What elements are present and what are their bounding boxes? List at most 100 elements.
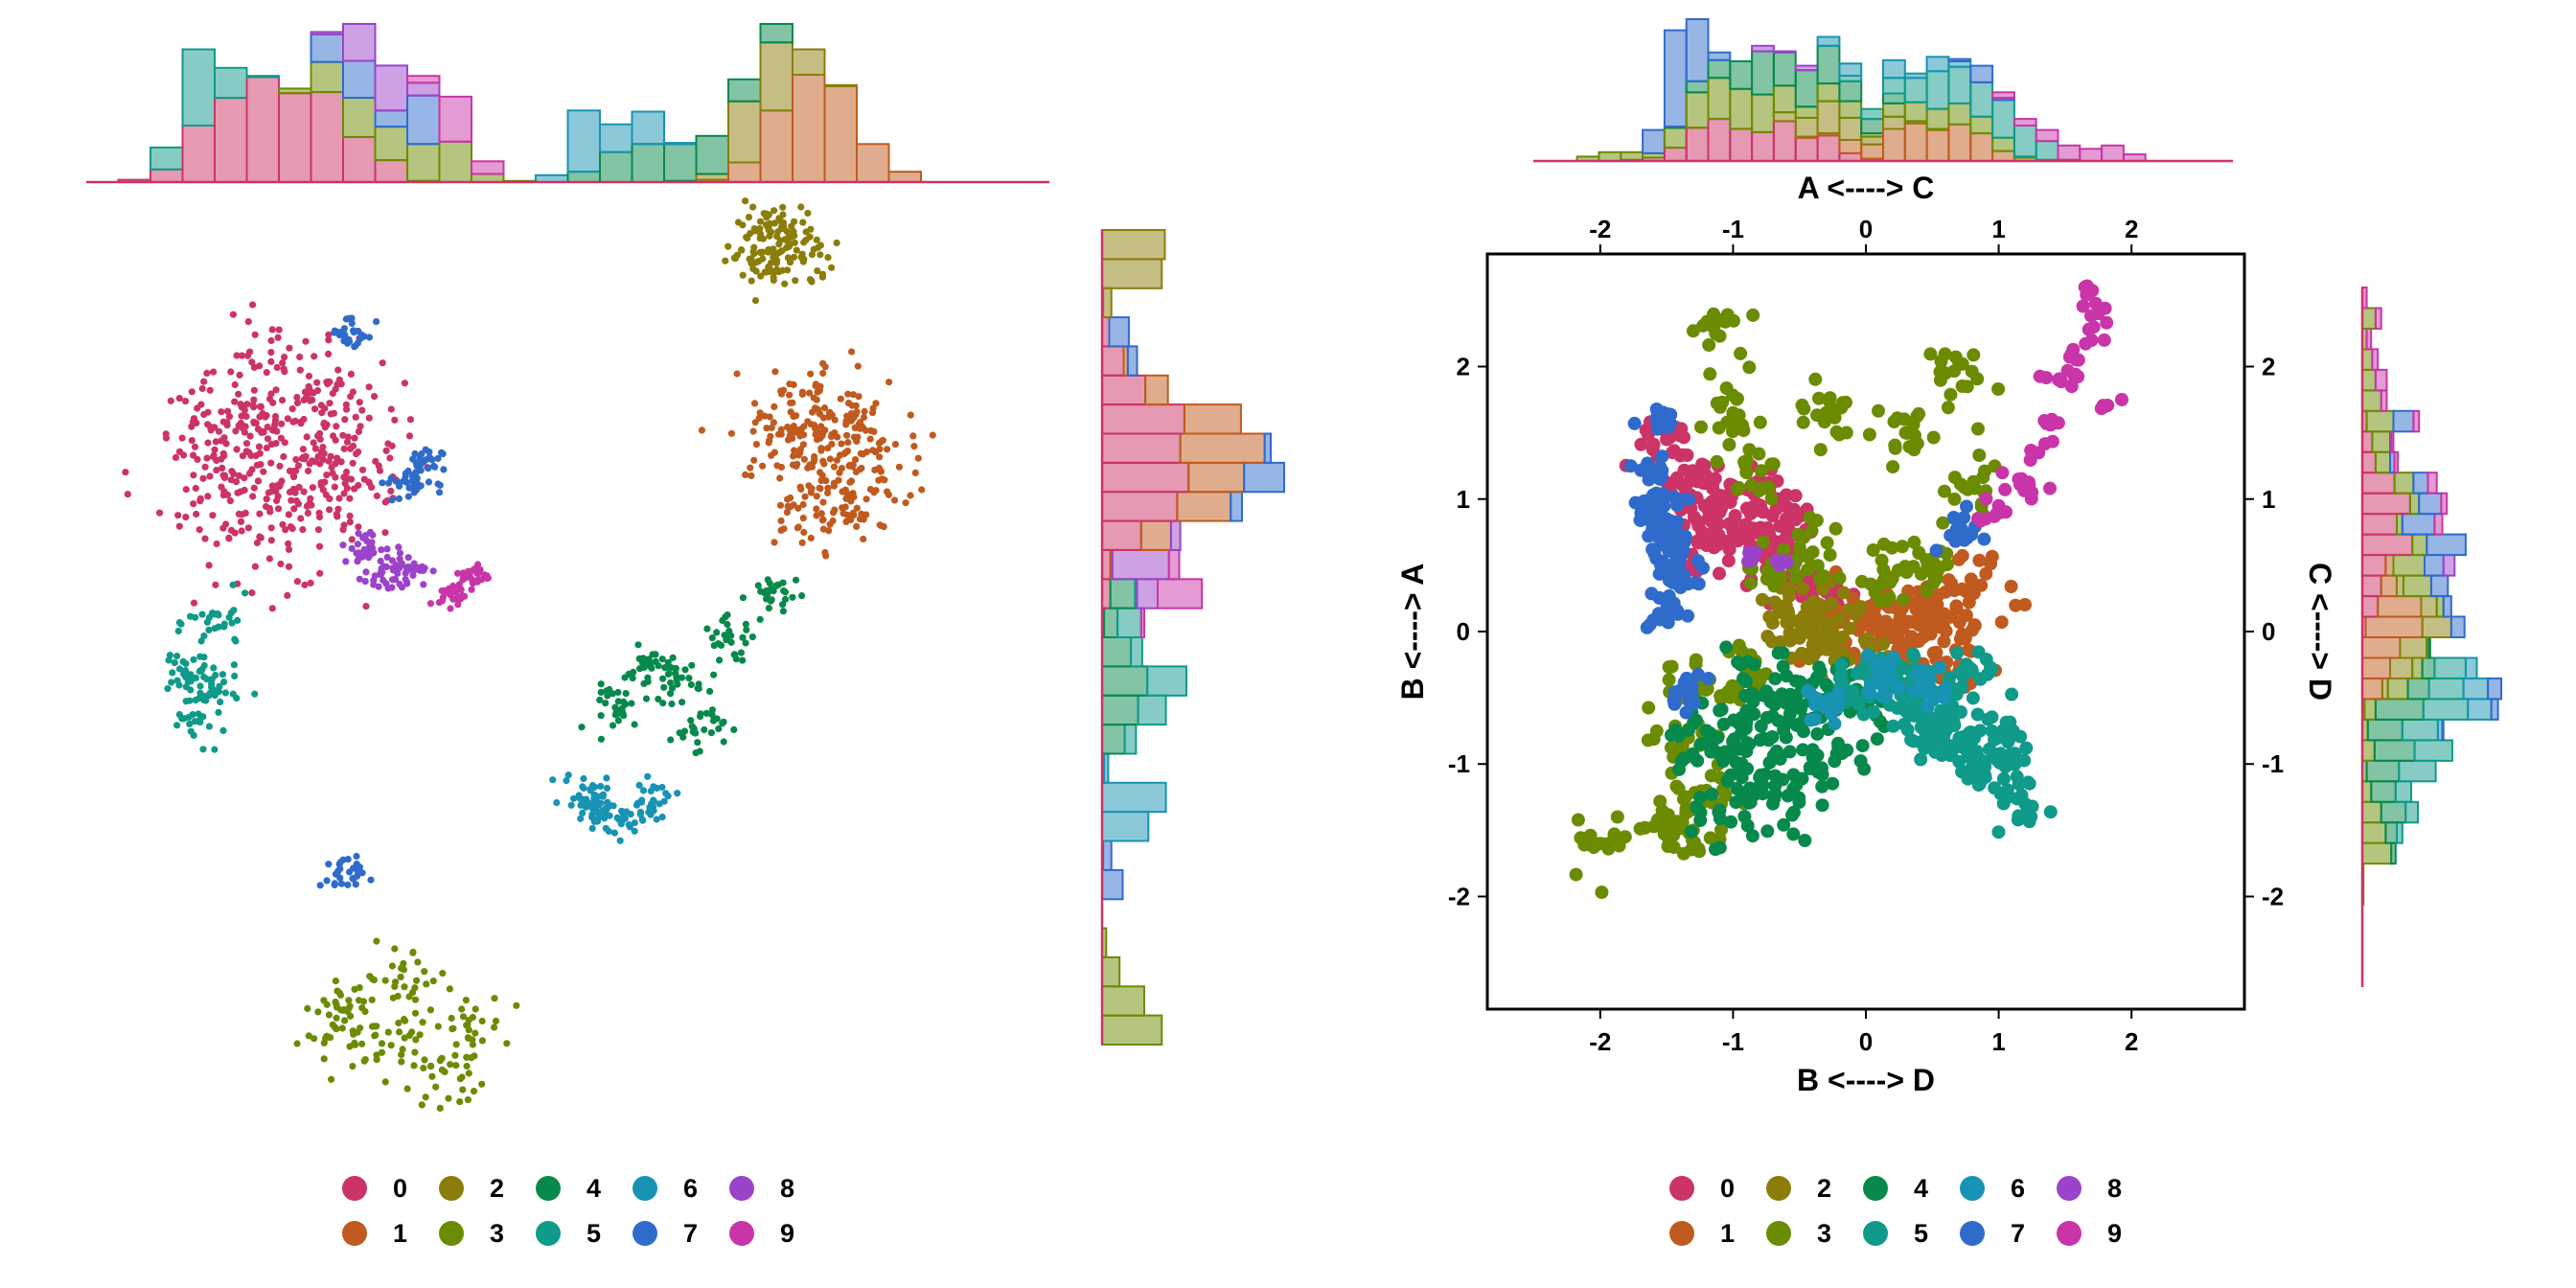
left-point-3 — [448, 1014, 455, 1023]
left-point-4 — [742, 639, 749, 647]
right-right-hist-bar-3 — [2402, 574, 2432, 598]
left-point-4 — [673, 673, 680, 680]
left-point-5 — [217, 698, 224, 706]
right-point-3 — [1699, 682, 1714, 697]
right-top-hist-bar-4 — [1816, 44, 1841, 85]
left-point-7 — [395, 494, 403, 503]
right-point-4 — [1739, 675, 1753, 688]
left-point-3 — [428, 1072, 436, 1080]
right-point-5 — [1900, 723, 1915, 737]
left-point-0 — [172, 453, 180, 461]
right-point-3 — [1886, 460, 1900, 474]
left-point-0 — [286, 467, 294, 474]
left-point-2 — [808, 251, 816, 259]
left-point-0 — [281, 354, 288, 361]
left-point-7 — [388, 496, 396, 504]
left-point-1 — [779, 386, 788, 394]
left-point-1 — [822, 552, 830, 560]
left-right-hist-bar-5 — [1146, 665, 1187, 697]
right-point-3 — [1876, 563, 1891, 577]
left-point-1 — [867, 426, 875, 434]
left-top-hist-bar-6 — [566, 109, 601, 173]
right-point-2 — [1831, 612, 1846, 627]
left-point-0 — [273, 496, 281, 505]
left-point-4 — [695, 680, 702, 688]
left-point-0 — [267, 459, 275, 467]
left-point-0 — [297, 418, 305, 426]
left-right-hist-bar-1 — [1144, 374, 1169, 406]
left-point-2 — [804, 209, 812, 218]
right-right-hist-bar-9 — [2390, 430, 2395, 453]
left-point-7 — [440, 466, 448, 473]
right-point-3 — [1955, 380, 1969, 393]
left-point-1 — [877, 521, 885, 529]
right-point-1 — [1959, 609, 1973, 623]
right-top-hist-bar-3 — [1620, 150, 1644, 161]
left-point-1 — [907, 492, 914, 499]
left-point-3 — [389, 994, 397, 1001]
left-point-7 — [404, 493, 412, 500]
left-point-1 — [831, 506, 839, 514]
left-point-0 — [384, 440, 392, 448]
right-point-3 — [1822, 394, 1836, 408]
left-point-0 — [263, 495, 270, 503]
left-point-0 — [167, 397, 174, 404]
right-point-3 — [1805, 523, 1819, 538]
left-point-7 — [373, 318, 380, 326]
right-point-4 — [1788, 697, 1803, 711]
left-point-0 — [356, 423, 364, 430]
left-top-hist-bar-5 — [150, 146, 184, 171]
left-right-histogram — [1100, 229, 1285, 1046]
left-point-0 — [227, 368, 235, 376]
left-right-hist-bar-4 — [1101, 636, 1133, 668]
left-point-2 — [766, 232, 773, 240]
left-point-2 — [770, 276, 777, 284]
left-point-3 — [398, 1058, 405, 1066]
right-point-0 — [1690, 534, 1704, 548]
left-point-1 — [895, 463, 904, 471]
left-point-8 — [389, 576, 397, 584]
left-point-5 — [205, 692, 213, 700]
left-point-2 — [799, 258, 807, 265]
left-point-1 — [819, 369, 827, 378]
left-point-0 — [355, 448, 362, 456]
left-point-1 — [819, 498, 827, 506]
left-point-1 — [766, 413, 773, 421]
left-point-5 — [186, 697, 194, 704]
left-point-0 — [274, 334, 282, 341]
left-point-3 — [469, 1013, 476, 1022]
right-point-2 — [1843, 621, 1856, 635]
left-point-0 — [250, 403, 258, 411]
right-point-7 — [1661, 615, 1675, 630]
right-point-4 — [1684, 825, 1698, 839]
right-point-4 — [1793, 675, 1807, 689]
right-point-3 — [1888, 438, 1902, 452]
right-point-3 — [1678, 790, 1692, 804]
right-top-hist-bar-3 — [1751, 93, 1775, 133]
right-point-4 — [1764, 690, 1779, 704]
right-point-3 — [1646, 819, 1661, 834]
left-point-0 — [256, 510, 264, 518]
right-right-hist-bar-1 — [2361, 677, 2383, 701]
right-point-4 — [1773, 751, 1787, 766]
left-point-9 — [438, 586, 446, 595]
left-point-5 — [220, 623, 228, 631]
right-right-hist-bar-2 — [2389, 656, 2414, 679]
left-point-1 — [850, 511, 858, 519]
right-right-hist-bar-4 — [2390, 841, 2397, 865]
right-point-7 — [1654, 469, 1668, 483]
left-point-8 — [362, 568, 370, 576]
legend-key-3 — [1766, 1221, 1791, 1246]
left-point-1 — [749, 427, 757, 435]
left-cluster-3 — [293, 937, 520, 1112]
left-point-3 — [421, 968, 428, 976]
left-point-1 — [842, 494, 850, 502]
left-point-0 — [156, 509, 164, 517]
left-point-4 — [667, 678, 675, 687]
right-point-4 — [1765, 730, 1780, 744]
right-point-3 — [1970, 372, 1985, 386]
right-point-4 — [1714, 702, 1729, 717]
left-point-4 — [701, 725, 708, 734]
legend-label-7: 7 — [683, 1219, 698, 1248]
right-point-4 — [1719, 640, 1734, 655]
